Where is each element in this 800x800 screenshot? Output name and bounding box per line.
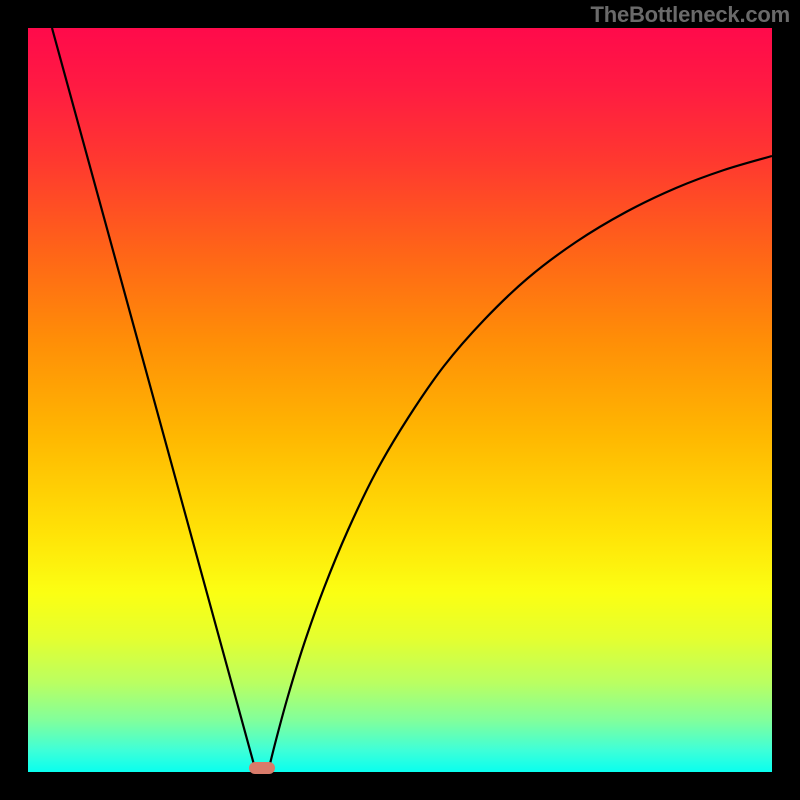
attribution-text: TheBottleneck.com (590, 2, 790, 28)
curve-right-branch (268, 156, 772, 772)
plot-area (28, 28, 772, 772)
minimum-marker (249, 762, 275, 774)
chart-frame: TheBottleneck.com (0, 0, 800, 800)
curve-left-branch (52, 28, 256, 772)
curve-layer (28, 28, 772, 772)
